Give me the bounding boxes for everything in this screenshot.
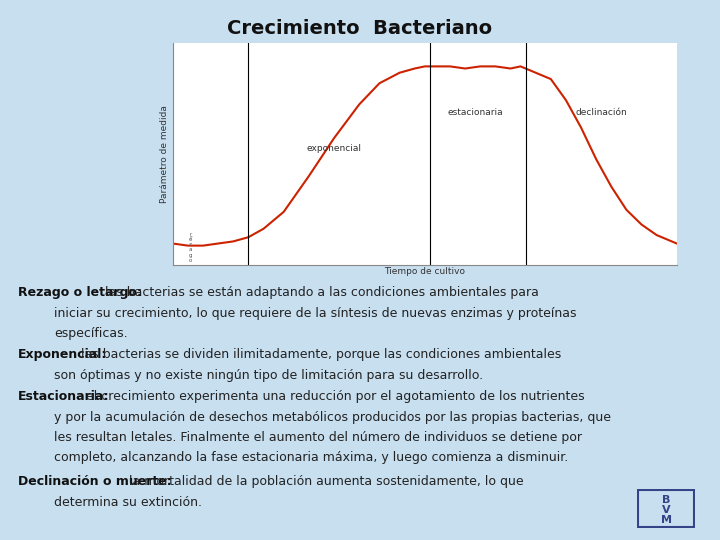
Text: son óptimas y no existe ningún tipo de limitación para su desarrollo.: son óptimas y no existe ningún tipo de l… (54, 369, 483, 382)
Text: iniciar su crecimiento, lo que requiere de la síntesis de nuevas enzimas y prote: iniciar su crecimiento, lo que requiere … (54, 307, 577, 320)
Text: r: r (189, 232, 192, 237)
Text: e: e (189, 237, 192, 242)
Text: las bacterias se dividen ilimitadamente, porque las condiciones ambientales: las bacterias se dividen ilimitadamente,… (77, 348, 561, 361)
Text: Rezago o letargo:: Rezago o letargo: (18, 286, 142, 299)
Text: y por la acumulación de desechos metabólicos producidos por las propias bacteria: y por la acumulación de desechos metaból… (54, 411, 611, 424)
Text: las bacterias se están adaptando a las condiciones ambientales para: las bacterias se están adaptando a las c… (102, 286, 539, 299)
Text: Exponencial:: Exponencial: (18, 348, 107, 361)
Y-axis label: Parámetro de medida: Parámetro de medida (160, 105, 168, 203)
Text: exponencial: exponencial (307, 144, 361, 153)
Text: V: V (662, 505, 670, 515)
Text: estacionaria: estacionaria (447, 109, 503, 117)
Text: específicas.: específicas. (54, 327, 127, 340)
Text: determina su extinción.: determina su extinción. (54, 496, 202, 509)
Text: completo, alcanzando la fase estacionaria máxima, y luego comienza a disminuir.: completo, alcanzando la fase estacionari… (54, 451, 568, 464)
Text: a: a (189, 247, 192, 252)
Text: B: B (662, 495, 670, 505)
Text: g: g (189, 253, 192, 258)
Text: la mortalidad de la población aumenta sostenidamente, lo que: la mortalidad de la población aumenta so… (121, 475, 523, 488)
Text: Declinación o muerte:: Declinación o muerte: (18, 475, 172, 488)
Text: o: o (189, 258, 192, 263)
Text: z: z (189, 242, 192, 247)
Text: Estacionaria:: Estacionaria: (18, 390, 109, 403)
Text: Crecimiento  Bacteriano: Crecimiento Bacteriano (228, 19, 492, 38)
Text: les resultan letales. Finalmente el aumento del número de individuos se detiene : les resultan letales. Finalmente el aume… (54, 431, 582, 444)
Text: r: r (189, 235, 192, 240)
Text: el crecimiento experimenta una reducción por el agotamiento de los nutrientes: el crecimiento experimenta una reducción… (81, 390, 584, 403)
X-axis label: Tiempo de cultivo: Tiempo de cultivo (384, 267, 465, 276)
Text: declinación: declinación (575, 109, 627, 117)
Text: M: M (660, 515, 672, 525)
